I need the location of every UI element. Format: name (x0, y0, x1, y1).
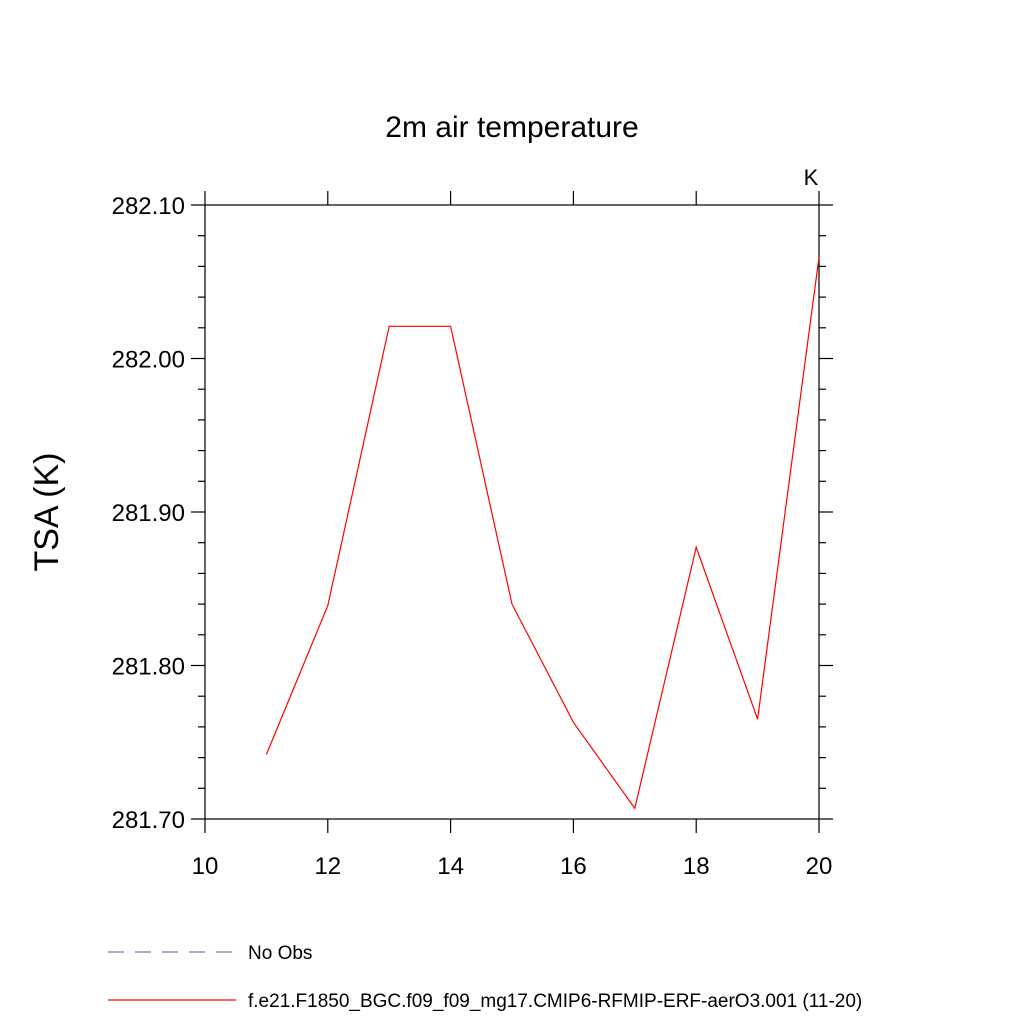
y-tick-label: 281.90 (112, 500, 185, 527)
plot-frame (204, 204, 820, 820)
y-tick-label: 281.70 (112, 807, 185, 834)
y-tick-label: 281.80 (112, 654, 185, 681)
series-line (265, 257, 820, 810)
y-tick-label: 282.00 (112, 347, 185, 374)
legend-label: No Obs (248, 943, 312, 964)
chart-title: 2m air temperature (385, 111, 638, 144)
y-axis-label: TSA (K) (28, 452, 66, 571)
x-tick-label: 14 (437, 853, 464, 880)
x-tick-label: 18 (683, 853, 710, 880)
legend-label: f.e21.F1850_BGC.f09_f09_mg17.CMIP6-RFMIP… (248, 991, 862, 1012)
data-lines (265, 257, 820, 810)
x-tick-label: 12 (314, 853, 341, 880)
x-tick-label: 20 (806, 853, 833, 880)
x-tick-label: 10 (192, 853, 219, 880)
y-tick-label: 282.10 (112, 193, 185, 220)
axis-ticks: 10 12 14 16 18 20 281.70 281.80 281.90 282.00 282.… (112, 191, 833, 880)
units-label: K (804, 165, 819, 190)
x-tick-label: 16 (560, 853, 587, 880)
legend: No Obs f.e21.F1850_BGC.f09_f09_mg17.CMIP6… (108, 943, 862, 1012)
